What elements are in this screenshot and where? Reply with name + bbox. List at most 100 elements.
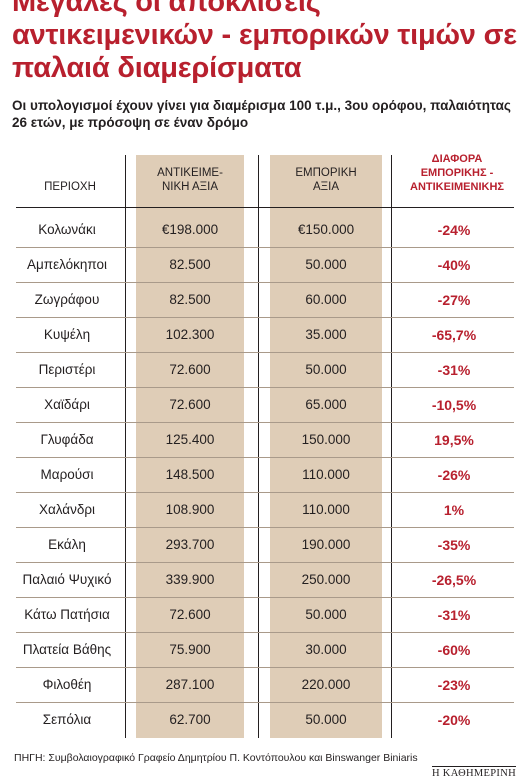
area-cell: Μαρούσι	[40, 467, 94, 482]
row-separator	[16, 282, 514, 283]
row-separator	[16, 632, 514, 633]
commercial-value-cell: 50.000	[305, 257, 347, 272]
objective-value-cell: 82.500	[169, 257, 211, 272]
objective-value-cell: 108.900	[165, 502, 215, 517]
difference-value-cell: -60%	[437, 642, 471, 658]
area-cell: Παλαιό Ψυχικό	[22, 572, 112, 587]
row-separator	[16, 667, 514, 668]
area-cell: Ζωγράφου	[34, 292, 100, 307]
table-row: Πλατεία Βάθης 75.900 30.000 -60%	[16, 633, 514, 668]
objective-value-cell: 82.500	[169, 292, 211, 307]
row-separator	[16, 247, 514, 248]
difference-value-cell: -23%	[437, 677, 471, 693]
header-difference-line: ΔΙΑΦΟΡΑ	[431, 153, 483, 165]
objective-value-cell: 125.400	[165, 432, 215, 447]
table-row: Χαλάνδρι 108.900 110.000 1%	[16, 493, 514, 528]
source-note: ΠΗΓΗ: Συμβολαιογραφικό Γραφείο Δημητρίου…	[14, 752, 418, 764]
objective-column-fill	[136, 155, 244, 738]
objective-value-cell: 72.600	[169, 397, 211, 412]
table-row: Φιλοθέη 287.100 220.000 -23%	[16, 668, 514, 703]
row-separator	[16, 492, 514, 493]
row-separator	[16, 317, 514, 318]
difference-value-cell: 1%	[443, 502, 465, 518]
header-difference-line: ΕΜΠΟΡΙΚΗΣ -	[420, 167, 494, 179]
objective-value-cell: 75.900	[169, 642, 211, 657]
commercial-value-cell: 50.000	[305, 607, 347, 622]
difference-value-cell: -26%	[437, 467, 471, 483]
table-row: Κάτω Πατήσια 72.600 50.000 -31%	[16, 598, 514, 633]
header-commercial-line: ΕΜΠΟΡΙΚΗ	[295, 167, 357, 179]
commercial-value-cell: 65.000	[305, 397, 347, 412]
commercial-column-fill	[270, 155, 382, 738]
header-area: ΠΕΡΙΟΧΗ	[16, 180, 124, 194]
area-cell: Φιλοθέη	[42, 677, 92, 692]
header-objective-line: ΑΝΤΙΚΕΙΜΕ-	[157, 167, 223, 179]
commercial-value-cell: 150.000	[301, 432, 351, 447]
table-row: Περιστέρι 72.600 50.000 -31%	[16, 353, 514, 388]
table-row: Ζωγράφου 82.500 60.000 -27%	[16, 283, 514, 318]
commercial-value-cell: 190.000	[301, 537, 351, 552]
commercial-value-cell: 220.000	[301, 677, 351, 692]
area-cell: Περιστέρι	[38, 362, 96, 377]
row-separator	[16, 352, 514, 353]
table-row: Σεπόλια 62.700 50.000 -20%	[16, 703, 514, 738]
objective-value-cell: 287.100	[165, 677, 215, 692]
commercial-value-cell: 50.000	[305, 362, 347, 377]
difference-value-cell: -24%	[437, 222, 471, 238]
commercial-value-cell: 60.000	[305, 292, 347, 307]
objective-value-cell: 148.500	[165, 467, 215, 482]
area-cell: Εκάλη	[48, 537, 86, 552]
column-divider	[391, 155, 392, 738]
commercial-value-cell: 35.000	[305, 327, 347, 342]
row-separator	[16, 702, 514, 703]
area-cell: Χαλάνδρι	[38, 502, 96, 517]
header-difference-line: ΑΝΤΙΚΕΙΜΕΝΙΚΗΣ	[410, 181, 504, 193]
header-rule	[16, 207, 514, 208]
page-title: Μεγάλες οι αποκλίσεις αντικειμενικών - ε…	[12, 0, 517, 84]
objective-value-cell: 102.300	[165, 327, 215, 342]
objective-value-cell: 62.700	[169, 712, 211, 727]
publisher-logo: Η ΚΑΘΗΜΕΡΙΝΗ	[432, 766, 516, 779]
commercial-value-cell: €150.000	[297, 222, 355, 237]
row-separator	[16, 422, 514, 423]
header-objective-line: ΝΙΚΗ ΑΞΙΑ	[161, 181, 219, 193]
difference-value-cell: -35%	[437, 537, 471, 553]
table-row: Εκάλη 293.700 190.000 -35%	[16, 528, 514, 563]
table-row: Κολωνάκι €198.000 €150.000 -24%	[16, 213, 514, 248]
objective-value-cell: 72.600	[169, 362, 211, 377]
table-row: Χαϊδάρι 72.600 65.000 -10,5%	[16, 388, 514, 423]
column-divider	[258, 155, 259, 738]
commercial-value-cell: 50.000	[305, 712, 347, 727]
header-objective: ΑΝΤΙΚΕΙΜΕ- ΝΙΚΗ ΑΞΙΑ	[136, 166, 244, 194]
area-cell: Κυψέλη	[43, 327, 91, 342]
row-separator	[16, 562, 514, 563]
table-row: Κυψέλη 102.300 35.000 -65,7%	[16, 318, 514, 353]
row-separator	[16, 387, 514, 388]
objective-value-cell: €198.000	[161, 222, 219, 237]
commercial-value-cell: 250.000	[301, 572, 351, 587]
header-commercial: ΕΜΠΟΡΙΚΗ ΑΞΙΑ	[270, 166, 382, 194]
table-row: Γλυφάδα 125.400 150.000 19,5%	[16, 423, 514, 458]
area-cell: Γλυφάδα	[40, 432, 94, 447]
area-cell: Κολωνάκι	[38, 222, 96, 237]
header-difference: ΔΙΑΦΟΡΑ ΕΜΠΟΡΙΚΗΣ - ΑΝΤΙΚΕΙΜΕΝΙΚΗΣ	[394, 152, 520, 194]
subtitle: Οι υπολογισμοί έχουν γίνει για διαμέρισμ…	[12, 98, 511, 130]
row-separator	[16, 597, 514, 598]
column-divider	[125, 155, 126, 738]
area-cell: Χαϊδάρι	[44, 397, 90, 412]
difference-value-cell: -27%	[437, 292, 471, 308]
table-row: Μαρούσι 148.500 110.000 -26%	[16, 458, 514, 493]
difference-value-cell: -26,5%	[431, 572, 477, 588]
table-row: Αμπελόκηποι 82.500 50.000 -40%	[16, 248, 514, 283]
row-separator	[16, 457, 514, 458]
objective-value-cell: 339.900	[165, 572, 215, 587]
commercial-value-cell: 110.000	[302, 467, 350, 482]
area-cell: Σεπόλια	[42, 712, 92, 727]
area-cell: Κάτω Πατήσια	[24, 607, 110, 622]
difference-value-cell: -65,7%	[431, 327, 477, 343]
commercial-value-cell: 110.000	[302, 502, 350, 517]
area-cell: Αμπελόκηποι	[26, 257, 108, 272]
difference-value-cell: -40%	[437, 257, 471, 273]
difference-value-cell: -10,5%	[431, 397, 477, 413]
row-separator	[16, 527, 514, 528]
